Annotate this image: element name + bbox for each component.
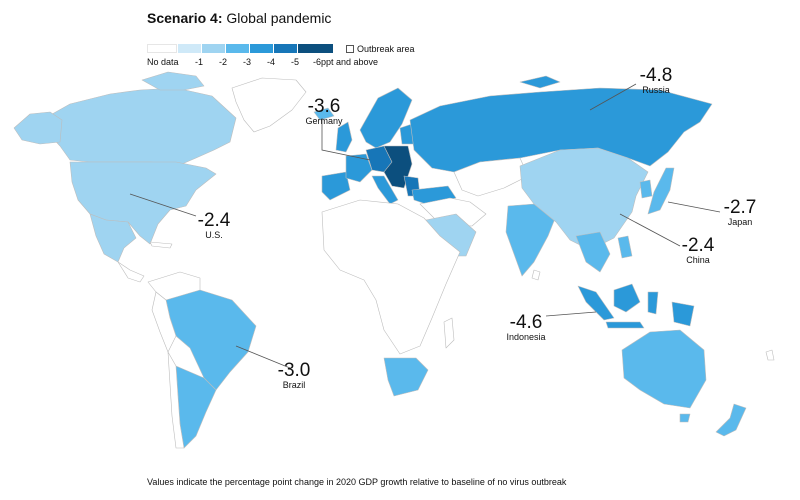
leader-china bbox=[619, 213, 681, 247]
greenland bbox=[231, 77, 307, 133]
russia-islands bbox=[519, 75, 561, 89]
australia bbox=[621, 329, 707, 409]
callout-us: -2.4 U.S. bbox=[192, 211, 236, 240]
outbreak-box-icon bbox=[346, 45, 354, 53]
callout-value: -2.7 bbox=[723, 197, 757, 218]
legend: No data -1 -2 -3 -4 -5 -6ppt and above bbox=[147, 44, 447, 67]
callout-japan: -2.7 Japan bbox=[718, 198, 762, 227]
callout-germany: -3.6 Germany bbox=[296, 97, 352, 126]
callout-country: Brazil bbox=[282, 380, 306, 390]
legend-swatch-5 bbox=[274, 44, 297, 53]
legend-label-3: -3 bbox=[243, 57, 252, 67]
callout-value: -2.4 bbox=[197, 210, 231, 231]
legend-swatch-no-data bbox=[147, 44, 177, 53]
japan bbox=[647, 167, 675, 215]
france bbox=[345, 153, 373, 183]
callout-value: -4.6 bbox=[509, 312, 543, 333]
sumatra bbox=[577, 285, 615, 321]
legend-label-4: -4 bbox=[267, 57, 276, 67]
leader-germany bbox=[321, 118, 371, 161]
java bbox=[605, 321, 645, 329]
callout-country: Germany bbox=[305, 116, 343, 126]
callout-country: Indonesia bbox=[506, 332, 546, 342]
callout-china: -2.4 China bbox=[676, 236, 720, 265]
scandinavia bbox=[359, 87, 413, 149]
iceland bbox=[313, 107, 335, 121]
callout-country: Russia bbox=[642, 85, 670, 95]
alaska bbox=[13, 111, 63, 145]
callout-value: -2.4 bbox=[681, 235, 715, 256]
callout-lines bbox=[129, 83, 721, 369]
uk bbox=[335, 121, 353, 153]
africa bbox=[321, 199, 461, 355]
caribbean bbox=[149, 241, 173, 249]
outbreak-legend: Outbreak area bbox=[346, 44, 415, 54]
legend-swatch-4 bbox=[250, 44, 273, 53]
legend-swatch-1 bbox=[178, 44, 201, 53]
canada bbox=[37, 87, 237, 165]
callout-value: -4.8 bbox=[639, 65, 673, 86]
callout-value: -3.6 bbox=[307, 96, 341, 117]
callout-value: -3.0 bbox=[277, 360, 311, 381]
sulawesi bbox=[647, 291, 659, 315]
title-rest: Global pandemic bbox=[222, 10, 332, 26]
legend-swatch-3 bbox=[226, 44, 249, 53]
china bbox=[519, 147, 649, 251]
legend-label-1: -1 bbox=[195, 57, 204, 67]
arctic-islands bbox=[141, 71, 205, 91]
legend-label-6: -6ppt and above bbox=[313, 57, 379, 67]
leader-indonesia bbox=[545, 311, 597, 317]
callout-country: U.S. bbox=[205, 230, 223, 240]
legend-label-5: -5 bbox=[291, 57, 300, 67]
south-africa bbox=[383, 357, 429, 397]
title-bold: Scenario 4: bbox=[147, 10, 223, 26]
legend-swatch-2 bbox=[202, 44, 225, 53]
mexico bbox=[89, 213, 137, 263]
southeast-asia bbox=[575, 231, 611, 273]
new-zealand bbox=[715, 403, 747, 437]
iberia bbox=[321, 171, 351, 201]
legend-swatch-6 bbox=[298, 44, 333, 53]
leader-russia bbox=[589, 83, 637, 111]
legend-label-2: -2 bbox=[219, 57, 228, 67]
leader-brazil bbox=[235, 345, 291, 369]
callout-brazil: -3.0 Brazil bbox=[272, 361, 316, 390]
madagascar bbox=[443, 317, 455, 349]
philippines bbox=[617, 235, 633, 259]
usa bbox=[69, 161, 217, 245]
andes-west bbox=[151, 291, 177, 353]
callout-country: Japan bbox=[727, 217, 753, 227]
callout-indonesia: -4.6 Indonesia bbox=[498, 313, 554, 342]
pacific-islands bbox=[765, 349, 775, 361]
legend-label-no-data: No data bbox=[147, 57, 179, 67]
borneo bbox=[613, 283, 641, 313]
korea bbox=[639, 179, 653, 199]
central-asia bbox=[453, 157, 529, 197]
central-america bbox=[117, 261, 145, 283]
sri-lanka bbox=[531, 269, 541, 281]
papua bbox=[671, 301, 695, 327]
italy bbox=[371, 175, 399, 205]
chile bbox=[167, 351, 185, 449]
callout-country: China bbox=[686, 255, 710, 265]
leader-us bbox=[129, 193, 197, 217]
tasmania bbox=[679, 413, 691, 423]
footnote: Values indicate the percentage point cha… bbox=[147, 477, 567, 487]
outbreak-label: Outbreak area bbox=[357, 44, 415, 54]
callout-russia: -4.8 Russia bbox=[628, 66, 684, 95]
leader-japan bbox=[667, 201, 721, 213]
map-title: Scenario 4: Global pandemic bbox=[147, 10, 331, 26]
